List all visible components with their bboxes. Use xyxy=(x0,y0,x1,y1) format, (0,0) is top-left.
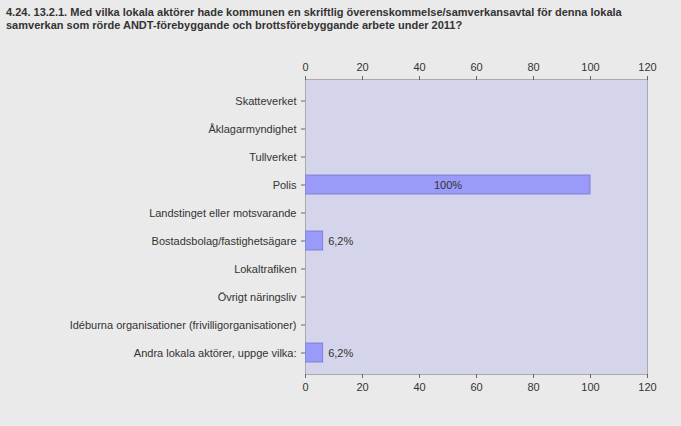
svg-text:100: 100 xyxy=(581,61,599,73)
svg-text:100%: 100% xyxy=(434,179,462,191)
html-text:4.24. 13.2.1. Med vilka lokala: 4.24. 13.2.1. Med vilka lokala aktörer h… xyxy=(6,6,622,31)
svg-text:Åklagarmyndighet: Åklagarmyndighet xyxy=(208,123,296,135)
svg-text:Lokaltrafiken: Lokaltrafiken xyxy=(234,263,296,275)
svg-text:0: 0 xyxy=(302,381,308,393)
svg-text:Skatteverket: Skatteverket xyxy=(235,95,296,107)
svg-text:6,2%: 6,2% xyxy=(328,235,353,247)
svg-text:80: 80 xyxy=(527,381,539,393)
svg-text:Andra lokala aktörer, uppge vi: Andra lokala aktörer, uppge vilka: xyxy=(134,347,297,359)
svg-text:40: 40 xyxy=(413,381,425,393)
svg-text:Tullverket: Tullverket xyxy=(249,151,296,163)
svg-text:60: 60 xyxy=(470,61,482,73)
svg-text:120: 120 xyxy=(638,61,656,73)
svg-text:Bostadsbolag/fastighetsägare: Bostadsbolag/fastighetsägare xyxy=(152,235,297,247)
svg-text:Polis: Polis xyxy=(273,179,297,191)
svg-text:80: 80 xyxy=(527,61,539,73)
svg-text:Övrigt näringsliv: Övrigt näringsliv xyxy=(218,291,297,303)
svg-text:60: 60 xyxy=(470,381,482,393)
svg-text:120: 120 xyxy=(638,381,656,393)
svg-text:6,2%: 6,2% xyxy=(328,347,353,359)
svg-text:100: 100 xyxy=(581,381,599,393)
svg-text:20: 20 xyxy=(356,61,368,73)
svg-text:0: 0 xyxy=(302,61,308,73)
svg-text:20: 20 xyxy=(356,381,368,393)
svg-text:40: 40 xyxy=(413,61,425,73)
svg-text:Landstinget eller motsvarande: Landstinget eller motsvarande xyxy=(149,207,296,219)
svg-text:Idéburna organisationer (frivi: Idéburna organisationer (frivilligorgani… xyxy=(70,319,297,331)
